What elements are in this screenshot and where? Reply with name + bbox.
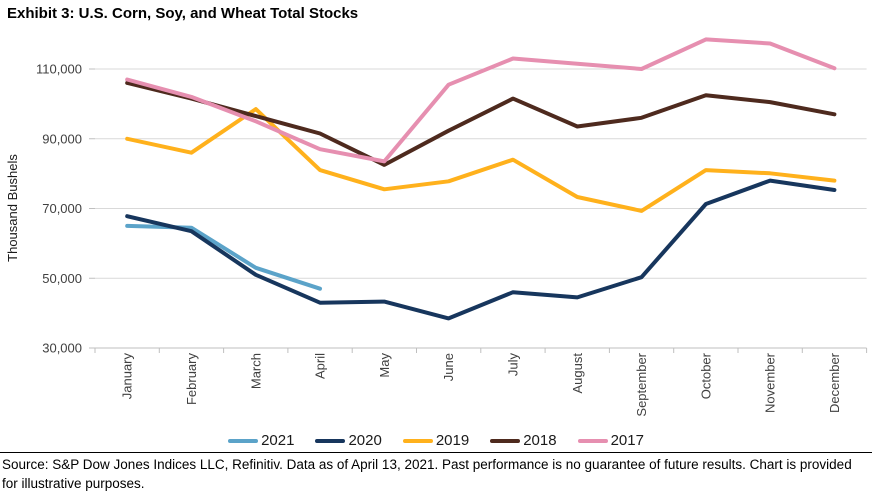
legend-label: 2021 xyxy=(261,432,295,449)
legend-swatch-2020 xyxy=(315,438,346,443)
legend-item-2021: 2021 xyxy=(228,432,294,449)
legend-item-2017: 2017 xyxy=(577,432,644,449)
x-tick-label: April xyxy=(313,353,328,379)
x-tick-label: July xyxy=(506,353,521,377)
chart-legend: 2021 2020 2019 2018 2017 xyxy=(0,432,872,449)
x-tick-label: October xyxy=(698,352,713,399)
x-tick-label: June xyxy=(441,353,456,381)
series-line-2017 xyxy=(125,37,837,164)
source-note: Source: S&P Dow Jones Indices LLC, Refin… xyxy=(0,452,872,494)
x-tick-label: January xyxy=(120,353,135,400)
legend-item-2020: 2020 xyxy=(315,432,382,449)
legend-label: 2017 xyxy=(610,432,644,449)
y-axis-title: Thousand Bushels xyxy=(5,154,20,262)
x-tick-label: November xyxy=(763,352,778,413)
x-tick-label: February xyxy=(184,353,199,406)
legend-label: 2020 xyxy=(348,432,382,449)
series-line-2020 xyxy=(125,178,837,321)
x-tick-label: March xyxy=(248,353,263,389)
y-tick-label: 110,000 xyxy=(36,62,82,77)
y-tick-label: 50,000 xyxy=(42,271,82,286)
legend-label: 2018 xyxy=(523,432,557,449)
x-tick-label: August xyxy=(570,353,585,394)
legend-label: 2019 xyxy=(435,432,470,449)
x-tick-label: May xyxy=(377,353,392,378)
y-tick-label: 90,000 xyxy=(42,131,82,146)
y-tick-label: 30,000 xyxy=(42,341,82,356)
legend-swatch-2019 xyxy=(402,438,433,443)
x-tick-label: September xyxy=(634,352,649,416)
series-line-2021 xyxy=(125,223,322,291)
y-tick-label: 70,000 xyxy=(42,201,82,216)
x-tick-label: December xyxy=(827,352,842,413)
legend-swatch-2017 xyxy=(577,438,608,443)
legend-swatch-2018 xyxy=(490,438,521,443)
chart-title: Exhibit 3: U.S. Corn, Soy, and Wheat Tot… xyxy=(7,5,359,22)
legend-item-2018: 2018 xyxy=(490,432,557,449)
series-line-2018 xyxy=(125,80,837,167)
legend-swatch-2021 xyxy=(228,438,259,443)
legend-item-2019: 2019 xyxy=(402,432,470,449)
stocks-line-chart: 30,000 50,000 70,000 90,000 110,000 January Fe… xyxy=(5,37,868,417)
